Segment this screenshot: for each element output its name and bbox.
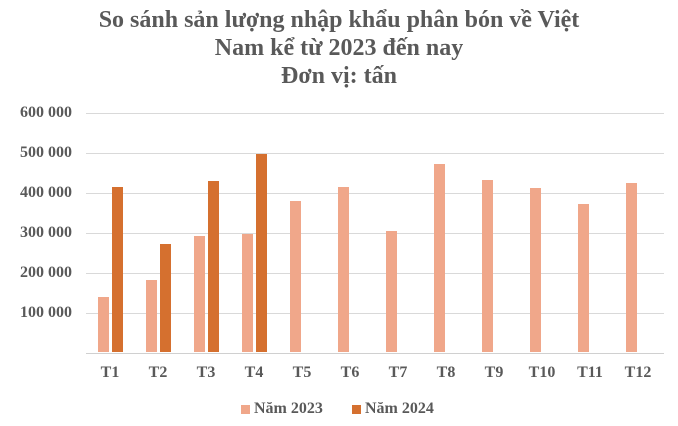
gridline: [86, 273, 664, 274]
chart-title-line-1: So sánh sản lượng nhập khẩu phân bón về …: [98, 7, 580, 33]
x-tick-label: T10: [528, 364, 556, 381]
bar-t11-2023: [578, 204, 589, 352]
x-tick-label: T5: [292, 364, 312, 381]
legend-item-2023: Năm 2023: [241, 399, 323, 419]
gridline: [86, 153, 664, 154]
bar-t8-2023: [434, 164, 445, 352]
bar-t2-2023: [146, 280, 157, 352]
bar-t12-2023: [626, 183, 637, 352]
y-tick-label: 100 000: [20, 304, 72, 321]
legend-label-2023: Năm 2023: [254, 400, 323, 417]
bar-t4-2023: [242, 234, 253, 352]
y-tick-label: 300 000: [20, 224, 72, 241]
bar-t3-2024: [208, 181, 219, 352]
bar-t4-2024: [256, 154, 267, 352]
x-tick-label: T3: [196, 364, 216, 381]
x-tick-label: T2: [148, 364, 168, 381]
x-tick-label: T1: [100, 364, 120, 381]
chart-title-line-2: Nam kể từ 2023 đến nay: [214, 35, 464, 61]
gridline: [86, 193, 664, 194]
legend-swatch-2023: [241, 404, 250, 414]
x-tick-label: T4: [244, 364, 264, 381]
x-tick-label: T11: [577, 364, 603, 381]
legend-swatch-2024: [352, 404, 361, 414]
y-tick-label: 200 000: [20, 264, 72, 281]
x-tick-label: T9: [484, 364, 504, 381]
chart-title: So sánh sản lượng nhập khẩu phân bón về …: [0, 6, 678, 90]
legend-item-2024: Năm 2024: [352, 399, 434, 419]
x-axis-line: [86, 353, 664, 354]
gridline: [86, 233, 664, 234]
gridline: [86, 113, 664, 114]
y-tick-label: 500 000: [20, 144, 72, 161]
bar-t2-2024: [160, 244, 171, 352]
bar-t5-2023: [290, 201, 301, 352]
chart-subtitle-unit: Đơn vị: tấn: [281, 63, 397, 89]
bar-t3-2023: [194, 236, 205, 352]
x-tick-label: T7: [388, 364, 408, 381]
y-tick-label: 600 000: [20, 104, 72, 121]
legend: Năm 2023 Năm 2024: [0, 399, 678, 419]
gridline: [86, 313, 664, 314]
x-tick-label: T12: [624, 364, 652, 381]
x-tick-label: T6: [340, 364, 360, 381]
x-tick-label: T8: [436, 364, 456, 381]
bar-t1-2024: [112, 187, 123, 352]
legend-label-2024: Năm 2024: [365, 400, 434, 417]
bar-t1-2023: [98, 297, 109, 352]
y-tick-label: 400 000: [20, 184, 72, 201]
bar-t10-2023: [530, 188, 541, 352]
bar-t7-2023: [386, 231, 397, 352]
bar-t9-2023: [482, 180, 493, 352]
bar-t6-2023: [338, 187, 349, 352]
